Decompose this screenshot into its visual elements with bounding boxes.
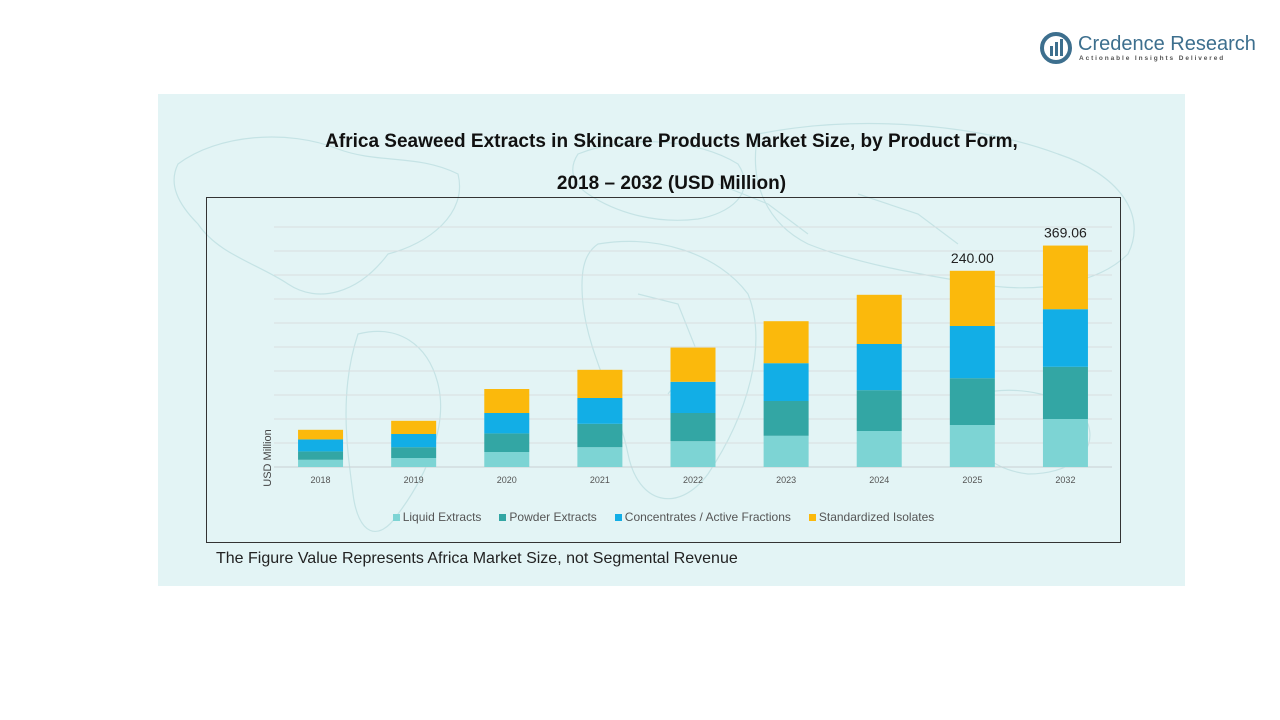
bar-segment [763,401,809,436]
bar-segment [484,389,530,413]
credence-logo-icon [1040,32,1072,64]
labels: 2018 2019 2020 2021 2022 2023 2024 2025 240.00 20… [311,225,1088,485]
bar-segment [577,369,623,398]
bar-segment [670,441,716,467]
x-tick-label: 2020 [497,475,517,485]
legend-item: Standardized Isolates [808,510,935,524]
bar-segment [670,381,716,413]
legend-label: Powder Extracts [509,510,597,524]
chart-title-line2: 2018 – 2032 (USD Million) [556,173,787,194]
chart-panel: Africa Seaweed Extracts in Skincare Prod… [158,94,1185,586]
legend-swatch [614,513,622,521]
bar-segment [484,452,530,467]
legend-label: Concentrates / Active Fractions [624,510,791,524]
bar-segment [298,451,344,460]
x-tick-label: 2025 [962,475,982,485]
total-data-label: 369.06 [1044,225,1087,241]
bar-segment [484,433,530,452]
legend-label: Standardized Isolates [818,510,935,524]
bar-segment [949,270,995,326]
bar-segment [298,429,344,440]
chart-title-line1: Africa Seaweed Extracts in Skincare Prod… [325,131,1018,152]
bar-segment [298,439,344,452]
legend-swatch [499,513,507,521]
x-tick-label: 2022 [683,475,703,485]
x-tick-label: 2021 [590,475,610,485]
legend-swatch [808,513,816,521]
bar-segment [949,326,995,379]
bar-segment [856,294,902,344]
brand-logo: Credence Research Actionable Insights De… [1040,30,1256,70]
bar-segment [391,434,437,448]
bars [298,245,1088,467]
bar-segment [391,420,437,434]
footnote: The Figure Value Represents Africa Marke… [216,550,738,567]
x-tick-label: 2018 [311,475,331,485]
bar-segment [577,398,623,424]
bar-segment [670,413,716,442]
chart-legend: Liquid Extracts Powder Extracts Concentrat… [207,510,1120,524]
bar-segment [670,347,716,382]
world-map-background [173,123,1135,533]
bar-segment [1042,245,1088,310]
bar-segment [949,378,995,425]
legend-item: Concentrates / Active Fractions [614,510,791,524]
y-axis-label: USD Million [262,429,274,487]
legend-swatch [392,513,400,521]
bar-segment [856,431,902,467]
bar-segment [856,390,902,431]
bar-segment [949,425,995,467]
x-tick-label: 2024 [869,475,889,485]
brand-name: Credence Research [1078,33,1256,55]
stacked-bar-chart: 2018 2019 2020 2021 2022 2023 2024 2025 240.00 20… [274,225,1112,485]
total-data-label: 240.00 [951,250,994,266]
bar-segment [577,447,623,467]
bar-segment [391,447,437,458]
bar-segment [298,459,344,467]
legend-item: Liquid Extracts [392,510,482,524]
brand-tagline: Actionable Insights Delivered [1079,55,1226,62]
bar-segment [484,413,530,434]
bar-segment [1042,419,1088,467]
bar-segment [763,321,809,364]
bar-segment [1042,366,1088,419]
bar-segment [1042,309,1088,367]
bar-segment [391,458,437,467]
chart-frame: 2018 2019 2020 2021 2022 2023 2024 2025 240.00 20… [206,197,1121,543]
x-tick-label: 2019 [404,475,424,485]
legend-item: Powder Extracts [499,510,597,524]
bar-segment [577,423,623,448]
bar-segment [763,363,809,401]
legend-label: Liquid Extracts [402,510,482,524]
bar-segment [856,344,902,391]
x-tick-label: 2032 [1055,475,1075,485]
bar-segment [763,435,809,467]
x-tick-label: 2023 [776,475,796,485]
